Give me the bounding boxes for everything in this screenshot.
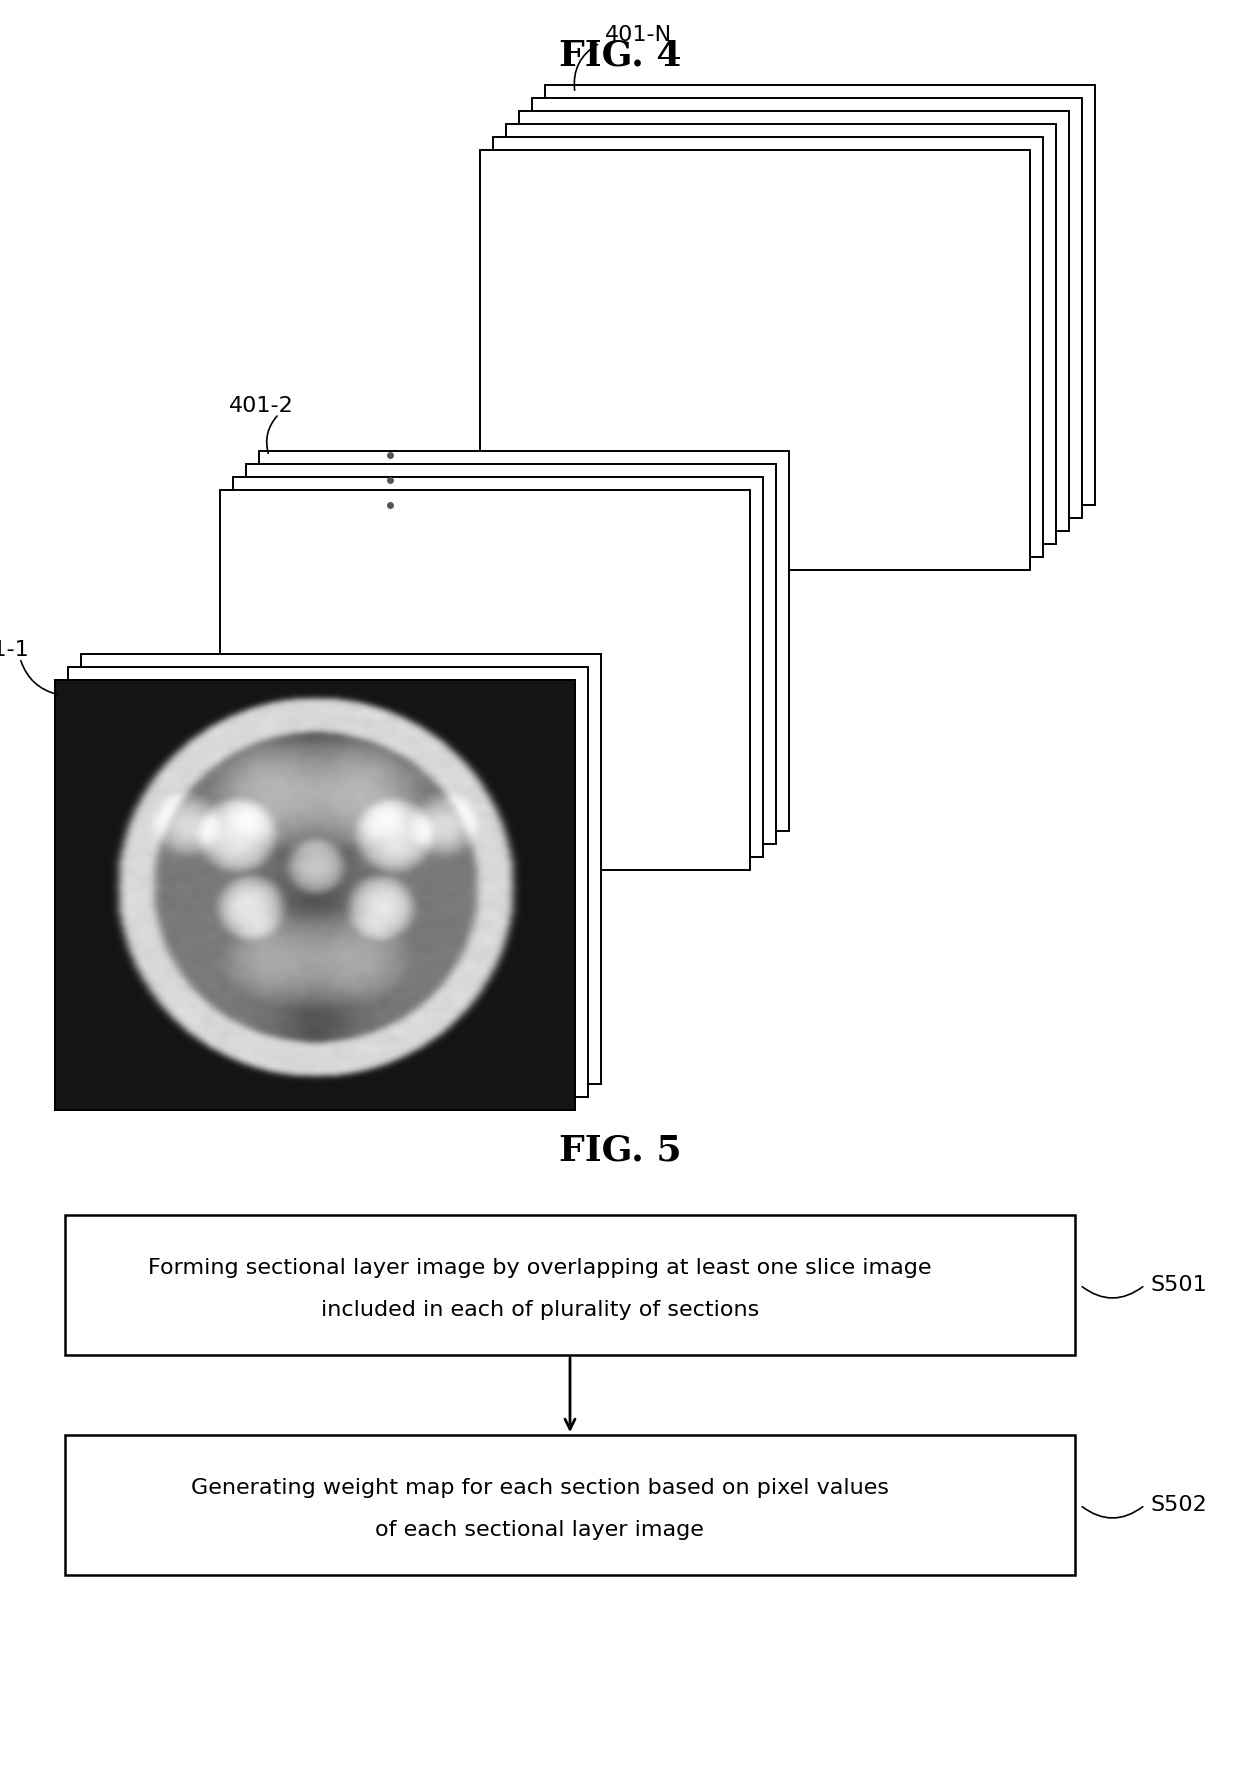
Bar (520, 111, 1069, 532)
Text: of each sectional layer image: of each sectional layer image (376, 1520, 704, 1541)
Text: S502: S502 (1149, 1495, 1207, 1514)
Bar (480, 150, 1030, 571)
Text: FIG. 4: FIG. 4 (559, 39, 681, 72)
Text: 401-1: 401-1 (0, 640, 30, 661)
Text: 401-N: 401-N (605, 25, 672, 44)
Text: included in each of plurality of sections: included in each of plurality of section… (321, 1301, 759, 1320)
Bar (506, 124, 1056, 544)
Text: S501: S501 (1149, 1276, 1207, 1295)
Bar (246, 465, 776, 845)
Bar (219, 489, 750, 869)
Text: Generating weight map for each section based on pixel values: Generating weight map for each section b… (191, 1479, 889, 1498)
Bar (81, 654, 601, 1083)
Bar (494, 138, 1043, 557)
Text: 401-2: 401-2 (229, 396, 294, 415)
Text: Forming sectional layer image by overlapping at least one slice image: Forming sectional layer image by overlap… (148, 1258, 931, 1278)
Bar (55, 680, 575, 1110)
Bar (55, 680, 575, 1110)
Bar (64, 1435, 1075, 1574)
Bar (532, 97, 1083, 518)
Bar (546, 85, 1095, 505)
Bar (68, 666, 588, 1097)
Bar (259, 451, 789, 830)
Bar (64, 1216, 1075, 1355)
Text: FIG. 5: FIG. 5 (559, 1133, 681, 1166)
Bar (233, 477, 763, 857)
